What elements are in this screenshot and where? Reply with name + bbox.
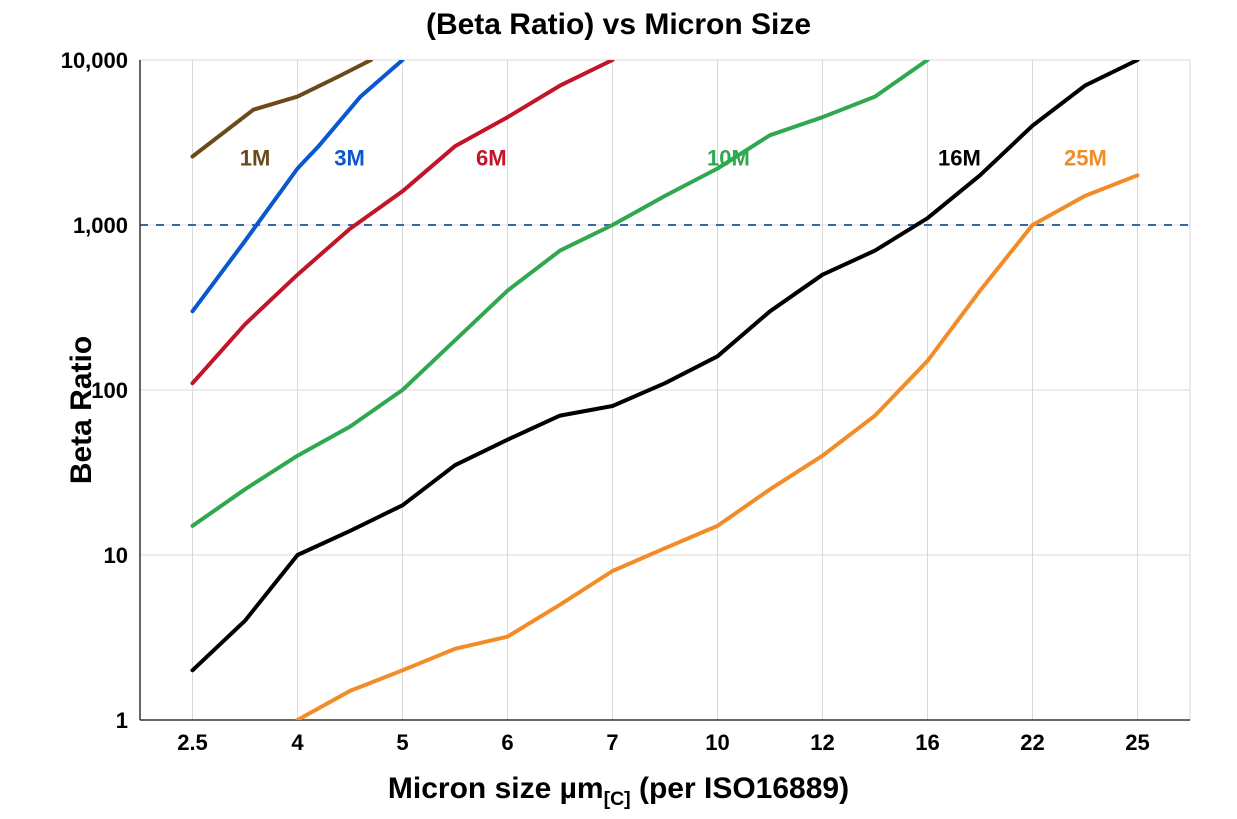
x-tick-label: 22: [1020, 730, 1044, 755]
y-tick-label: 10: [104, 543, 128, 568]
series-label: 25M: [1064, 145, 1107, 170]
y-tick-label: 1: [116, 708, 128, 733]
chart-plot: 1 10 100 1,000 10,000 2.5 4 5 6 7 10 12 16 22 25 1M 3M 6M…: [0, 0, 1237, 819]
y-tick-label: 1,000: [73, 213, 128, 238]
series-line: [193, 60, 372, 157]
x-tick-label: 16: [915, 730, 939, 755]
x-tick-label: 7: [606, 730, 618, 755]
x-tick-label: 5: [396, 730, 408, 755]
x-tick-label: 6: [501, 730, 513, 755]
chart-container: (Beta Ratio) vs Micron Size Beta Ratio M…: [0, 0, 1237, 819]
series-label: 6M: [476, 145, 507, 170]
series-label: 10M: [707, 145, 750, 170]
y-tick-label: 100: [91, 378, 128, 403]
y-tick-label: 10,000: [61, 48, 128, 73]
x-tick-label: 12: [810, 730, 834, 755]
x-tick-label: 4: [291, 730, 304, 755]
series-label: 1M: [240, 145, 271, 170]
series-line: [193, 60, 928, 526]
series-label: 3M: [334, 145, 365, 170]
x-tick-label: 2.5: [177, 730, 208, 755]
series-label: 16M: [938, 145, 981, 170]
x-tick-label: 10: [705, 730, 729, 755]
x-tick-label: 25: [1125, 730, 1149, 755]
